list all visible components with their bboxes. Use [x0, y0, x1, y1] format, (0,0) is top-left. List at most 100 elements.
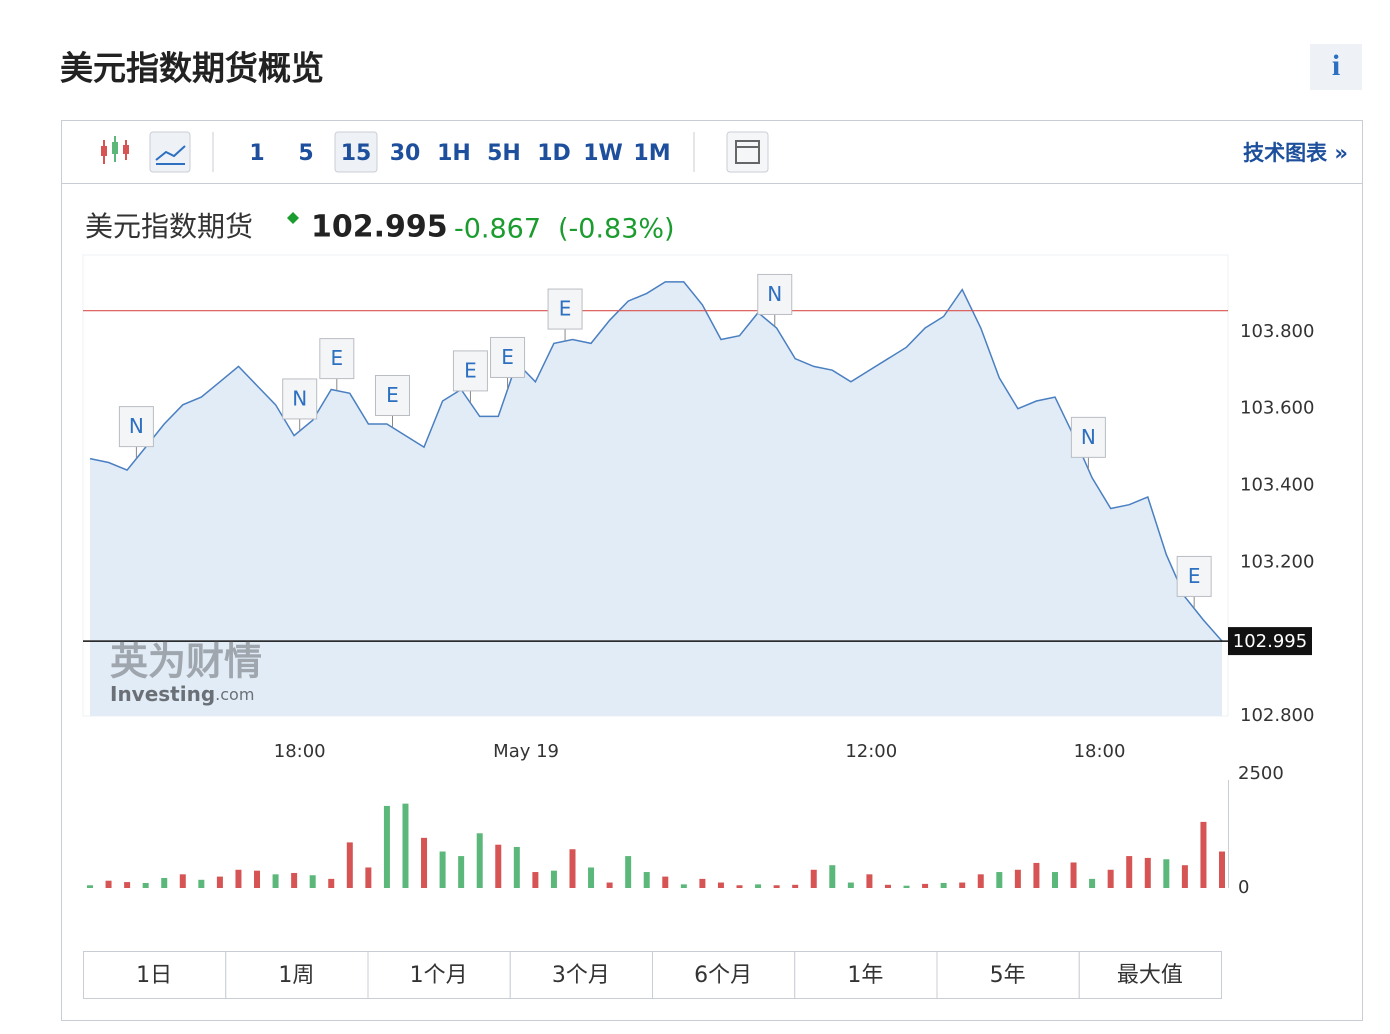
info-button[interactable]	[1310, 44, 1362, 90]
volume-bar	[550, 870, 557, 888]
last-price-box	[1228, 627, 1312, 656]
range-button[interactable]	[509, 951, 653, 999]
interval-button[interactable]: 30	[390, 141, 421, 166]
volume-tick-label: 2500	[1238, 763, 1284, 784]
interval-button[interactable]: 1D	[537, 141, 571, 166]
volume-bar	[699, 878, 706, 888]
x-tick-label: 18:00	[274, 741, 326, 762]
volume-bar	[977, 874, 984, 888]
volume-bar	[216, 876, 223, 888]
volume-bar	[996, 872, 1003, 888]
active-interval-box	[334, 131, 378, 173]
candle-icon[interactable]	[101, 136, 129, 164]
quote-name: 美元指数期货	[85, 210, 253, 243]
interval-button[interactable]: 1	[249, 141, 264, 166]
volume-bar	[922, 883, 929, 888]
volume-bar	[606, 882, 613, 888]
volume-bar	[1089, 878, 1096, 888]
volume-bar	[884, 884, 891, 888]
event-label: N	[292, 386, 307, 410]
volume-bar	[1033, 862, 1040, 888]
event-label: E	[501, 345, 514, 369]
calendar-icon	[735, 140, 760, 164]
volume-bar	[235, 869, 242, 888]
event-marker[interactable]	[452, 350, 488, 392]
quote-change: -0.867	[454, 214, 541, 245]
line-icon	[155, 145, 186, 161]
volume-bar	[105, 880, 112, 888]
watermark: 英为财情 Investing.com	[110, 640, 262, 706]
interval-button[interactable]: 1M	[633, 141, 670, 166]
volume-bar	[903, 885, 910, 888]
event-label: N	[1081, 425, 1096, 449]
event-marker[interactable]	[374, 374, 410, 416]
event-marker[interactable]	[118, 406, 154, 448]
area-fill	[90, 281, 1222, 716]
event-label: E	[1188, 564, 1201, 588]
volume-bar	[736, 885, 743, 888]
volume-bar	[439, 851, 446, 888]
x-tick-label: 12:00	[845, 741, 897, 762]
range-button[interactable]	[367, 951, 511, 999]
x-tick-label: May 19	[493, 741, 559, 762]
range-label: 1周	[278, 963, 314, 988]
range-button[interactable]	[652, 951, 796, 999]
interval-button[interactable]: 5	[298, 141, 313, 166]
last-price-label: 102.995	[1233, 631, 1307, 652]
range-button[interactable]	[794, 951, 938, 999]
range-button[interactable]	[1078, 951, 1222, 999]
volume-bar	[588, 867, 595, 888]
volume-bar	[940, 882, 947, 888]
interval-button[interactable]: 5H	[487, 141, 521, 166]
volume-bar	[773, 885, 780, 888]
event-marker[interactable]	[757, 273, 793, 315]
volume-bar	[1070, 862, 1077, 888]
volume-bar	[87, 885, 93, 888]
line-icon-button[interactable]	[149, 131, 191, 173]
volume-bar	[124, 882, 131, 888]
info-icon[interactable]: i	[1332, 49, 1340, 82]
range-button[interactable]	[936, 951, 1080, 999]
volume-bar	[829, 865, 836, 888]
volume-bar	[1014, 869, 1021, 888]
event-marker[interactable]	[282, 378, 318, 420]
event-label: E	[559, 297, 572, 321]
watermark-en-main: Investing	[110, 682, 215, 706]
volume-bar	[755, 884, 762, 888]
x-tick-label: 18:00	[1074, 741, 1126, 762]
interval-button[interactable]: 1W	[583, 141, 623, 166]
volume-bar	[254, 870, 261, 888]
event-label: N	[767, 282, 782, 306]
y-tick-label: 103.400	[1240, 475, 1314, 496]
volume-bar	[1126, 856, 1133, 888]
range-button[interactable]	[225, 951, 369, 999]
volume-bar	[272, 874, 279, 888]
volume-bar	[513, 846, 520, 888]
volume-bar	[1163, 859, 1170, 888]
range-label: 1个月	[410, 963, 468, 988]
tech-chart-link[interactable]: 技术图表 »	[1243, 141, 1348, 165]
volume-bar	[847, 882, 854, 888]
volume-bar	[959, 882, 966, 888]
interval-button[interactable]: 1H	[437, 141, 471, 166]
price-line	[89, 281, 1223, 642]
volume-bar	[161, 877, 168, 888]
event-marker[interactable]	[490, 336, 526, 378]
volume-bar	[625, 856, 632, 888]
calendar-button[interactable]	[726, 131, 769, 173]
event-label: N	[129, 414, 144, 438]
volume-bar	[1051, 872, 1058, 888]
event-marker[interactable]	[547, 288, 583, 330]
volume-bar	[662, 876, 669, 888]
range-label: 3个月	[552, 963, 610, 988]
volume-bar	[142, 882, 149, 888]
range-label: 1年	[847, 963, 883, 988]
event-marker[interactable]	[319, 338, 355, 380]
volume-bar	[1200, 821, 1207, 888]
event-marker[interactable]	[1176, 555, 1212, 597]
event-marker[interactable]	[1070, 416, 1106, 458]
volume-bar	[1107, 869, 1114, 888]
interval-button[interactable]: 15	[341, 141, 372, 166]
range-label: 6个月	[694, 963, 752, 988]
